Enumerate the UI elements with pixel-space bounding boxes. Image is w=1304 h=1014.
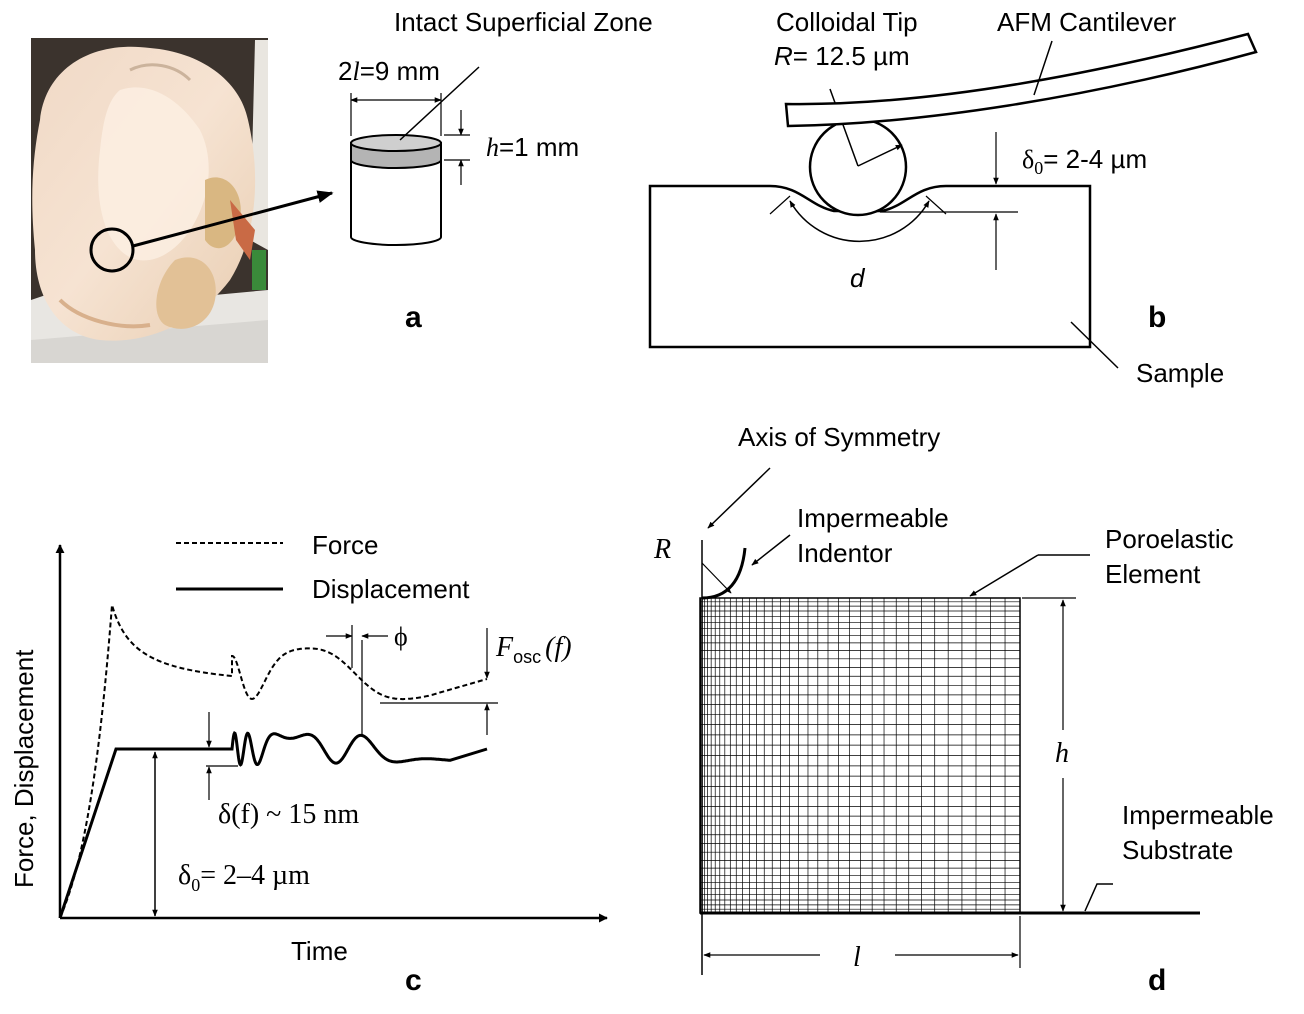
disp-amplitude-label: δ(f) ~ 15 nm: [218, 799, 359, 830]
panel-d-letter: d: [1148, 964, 1166, 997]
mesh-height-label: h: [1055, 738, 1069, 769]
mesh-length-label: l: [853, 942, 861, 973]
substrate-label-line2: Substrate: [1122, 835, 1233, 865]
static-offset-label: δ0= 2–4 µm: [178, 860, 310, 895]
substrate-label-line1: Impermeable: [1122, 800, 1274, 830]
sample-label: Sample: [1136, 358, 1224, 388]
displacement-curve: [58, 730, 488, 919]
element-label-line1: Poroelastic: [1105, 524, 1234, 554]
x-axis-label: Time: [291, 936, 348, 966]
tip-radius-label: R= 12.5 µm: [774, 41, 910, 71]
panel-a: Intact Superficial Zone 2l=9 mm h=1 mm a: [31, 7, 653, 363]
cartilage-plug-cylinder: [350, 134, 442, 246]
indentor-label-line1: Impermeable: [797, 503, 949, 533]
panel-a-letter: a: [405, 301, 422, 334]
height-label: h=1 mm: [486, 132, 579, 162]
cartilage-photo: [31, 38, 268, 363]
sample-block: [648, 184, 1092, 349]
symmetry-axis-label: Axis of Symmetry: [738, 422, 940, 452]
diameter-label: 2l=9 mm: [338, 56, 440, 86]
panel-b-letter: b: [1148, 301, 1166, 334]
afm-cantilever: [784, 32, 1258, 128]
impermeable-indentor: [701, 547, 747, 600]
contact-diameter-label: d: [850, 263, 866, 293]
force-amplitude-label: Fosc (f): [495, 632, 572, 667]
legend-displacement-label: Displacement: [312, 574, 470, 604]
cantilever-label: AFM Cantilever: [997, 7, 1176, 37]
panel-c-letter: c: [405, 964, 422, 997]
tip-label: Colloidal Tip: [776, 7, 918, 37]
panel-c: Force, Displacement Time Force Displacem…: [9, 530, 608, 997]
colloidal-sphere: [808, 117, 908, 217]
sample-location-circle: [89, 227, 135, 273]
element-label-line2: Element: [1105, 559, 1201, 589]
poroelastic-mesh: [700, 598, 1020, 913]
panel-d: R Axis of Symmetry Impermeable Indentor …: [653, 422, 1274, 997]
offset-label: δ0= 2-4 µm: [1022, 144, 1147, 178]
legend-force-label: Force: [312, 530, 378, 560]
force-curve: [59, 604, 488, 919]
y-axis-label: Force, Displacement: [9, 649, 39, 888]
sample-location-arrow: [132, 190, 334, 248]
zone-label: Intact Superficial Zone: [394, 7, 653, 37]
panel-b: Colloidal Tip R= 12.5 µm AFM Cantilever …: [648, 7, 1258, 388]
phase-label: ϕ: [394, 622, 408, 651]
indentor-label-line2: Indentor: [797, 538, 893, 568]
indentor-radius-label: R: [653, 534, 671, 565]
